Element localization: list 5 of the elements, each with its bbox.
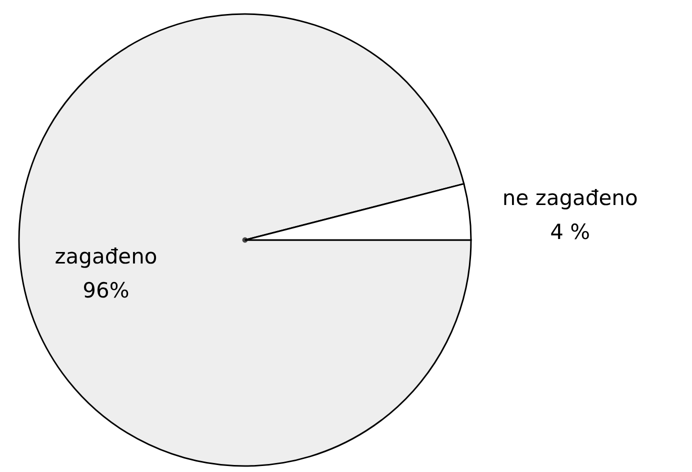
slice-label: zagađeno xyxy=(54,244,158,269)
slice-label: ne zagađeno xyxy=(502,186,638,210)
data-label: 4 % xyxy=(550,220,590,244)
data-label: 96% xyxy=(82,278,130,303)
pie-slice xyxy=(18,13,472,467)
